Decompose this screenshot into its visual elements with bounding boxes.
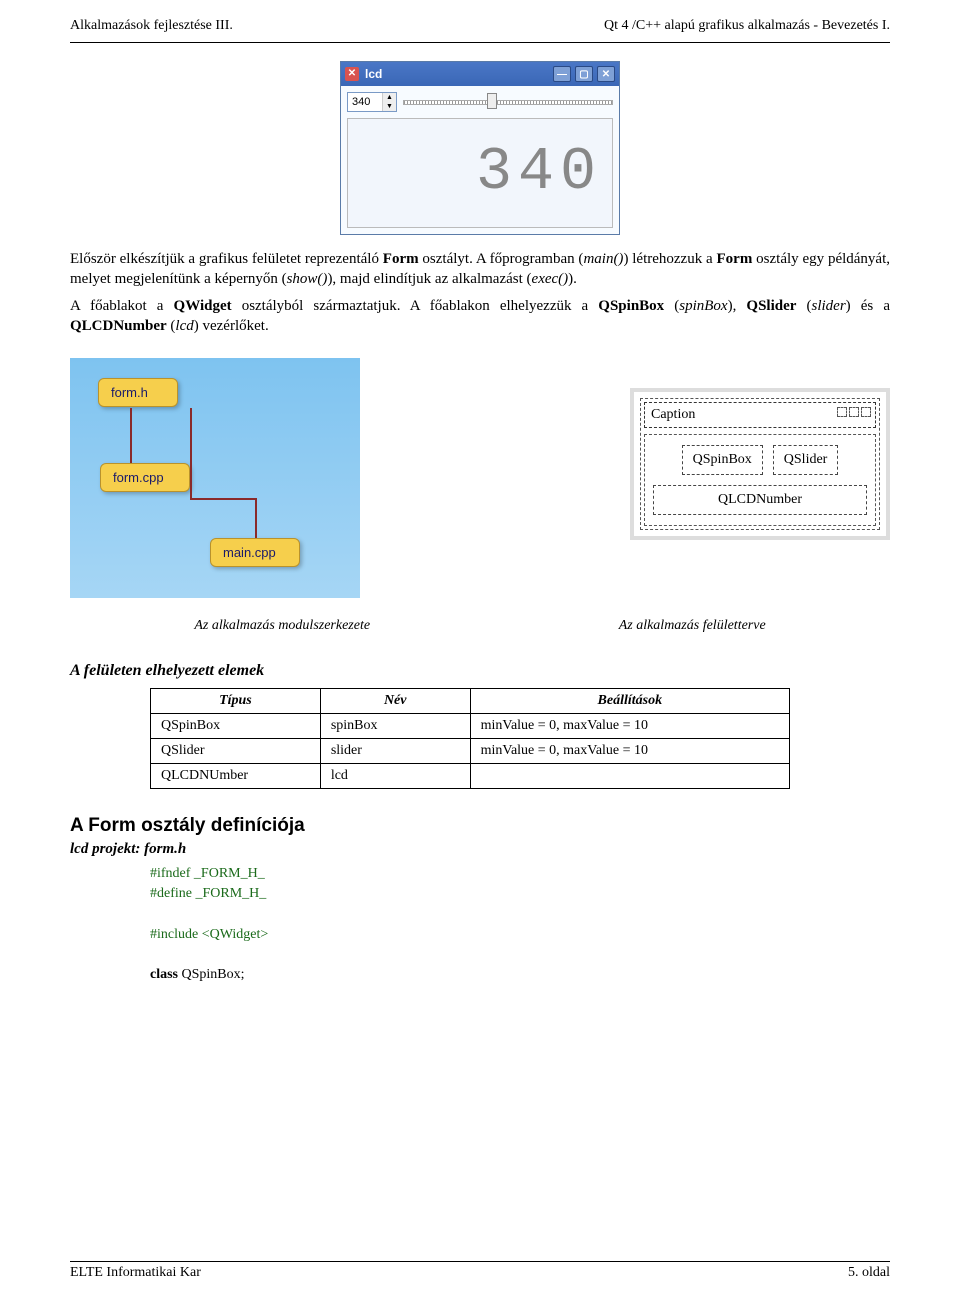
intro-paragraph-1: Először elkészítjük a grafikus felületet…: [70, 249, 890, 290]
intro-paragraph-2: A főablakot a QWidget osztályból származ…: [70, 296, 890, 337]
minimize-icon[interactable]: —: [553, 66, 571, 82]
table-row: QSpinBoxspinBoxminValue = 0, maxValue = …: [151, 714, 790, 739]
code-line: #include <QWidget>: [150, 925, 890, 945]
slider[interactable]: [403, 95, 613, 109]
screenshot-container: ✕ lcd — ▢ ✕ 340 ▲▼ 340: [70, 61, 890, 235]
window-title: lcd: [365, 67, 382, 81]
flow-edge: [130, 408, 132, 463]
code-line: #ifndef _FORM_H_: [150, 864, 890, 884]
flow-edge: [190, 408, 192, 500]
flow-edge: [190, 498, 257, 500]
mock-close-icon: [861, 407, 871, 417]
table-header: Név: [320, 689, 470, 714]
spinbox-value: 340: [348, 96, 382, 108]
header-right: Qt 4 /C++ alapú grafikus alkalmazás - Be…: [604, 18, 890, 34]
spinbox-arrows[interactable]: ▲▼: [382, 93, 396, 111]
close-button[interactable]: ✕: [597, 66, 615, 82]
mock-qslider: QSlider: [773, 445, 839, 475]
elements-heading: A felületen elhelyezett elemek: [70, 662, 890, 680]
table-header: Beállítások: [470, 689, 789, 714]
flow-node-formcpp: form.cpp: [100, 463, 190, 492]
table-header: Típus: [151, 689, 321, 714]
mock-min-icon: [837, 407, 847, 417]
table-row: QLCDNUmberlcd: [151, 764, 790, 789]
header-rule: [70, 42, 890, 43]
window-body: 340 ▲▼ 340: [341, 86, 619, 234]
caption-left: Az alkalmazás modulszerkezete: [194, 618, 370, 634]
code-line: #define _FORM_H_: [150, 884, 890, 904]
table-row: QSlidersliderminValue = 0, maxValue = 10: [151, 739, 790, 764]
code-line: [150, 905, 890, 925]
slider-thumb[interactable]: [487, 93, 497, 109]
elements-table: TípusNévBeállításokQSpinBoxspinBoxminVal…: [150, 688, 790, 789]
maximize-icon[interactable]: ▢: [575, 66, 593, 82]
header-left: Alkalmazások fejlesztése III.: [70, 18, 233, 34]
close-icon[interactable]: ✕: [345, 67, 359, 81]
form-def-heading: A Form osztály definíciója: [70, 815, 890, 837]
footer-right: 5. oldal: [848, 1265, 890, 1281]
code-block: #ifndef _FORM_H_#define _FORM_H_ #includ…: [150, 864, 890, 986]
footer-left: ELTE Informatikai Kar: [70, 1265, 201, 1281]
footer: ELTE Informatikai Kar 5. oldal: [70, 1261, 890, 1281]
mock-caption-box: Caption: [644, 402, 876, 428]
module-flow-diagram: form.h form.cpp main.cpp: [70, 358, 360, 598]
flow-node-maincpp: main.cpp: [210, 538, 300, 567]
ui-mockup: Caption QSpinBox QSlider QLCDNumber: [630, 388, 890, 540]
code-line: [150, 945, 890, 965]
titlebar: ✕ lcd — ▢ ✕: [341, 62, 619, 86]
lcd-display: 340: [347, 118, 613, 228]
mock-qspinbox: QSpinBox: [682, 445, 763, 475]
flow-node-formh: form.h: [98, 378, 178, 407]
mock-qlcdnumber: QLCDNumber: [653, 485, 867, 515]
caption-right: Az alkalmazás felületterve: [619, 618, 766, 634]
spinbox[interactable]: 340 ▲▼: [347, 92, 397, 112]
mock-max-icon: [849, 407, 859, 417]
mock-caption-text: Caption: [651, 407, 695, 423]
flow-edge: [255, 498, 257, 538]
app-window: ✕ lcd — ▢ ✕ 340 ▲▼ 340: [340, 61, 620, 235]
slider-rail: [403, 100, 613, 105]
form-def-subhead: lcd projekt: form.h: [70, 841, 890, 858]
code-line: class QSpinBox;: [150, 965, 890, 985]
lcd-value: 340: [476, 139, 602, 207]
